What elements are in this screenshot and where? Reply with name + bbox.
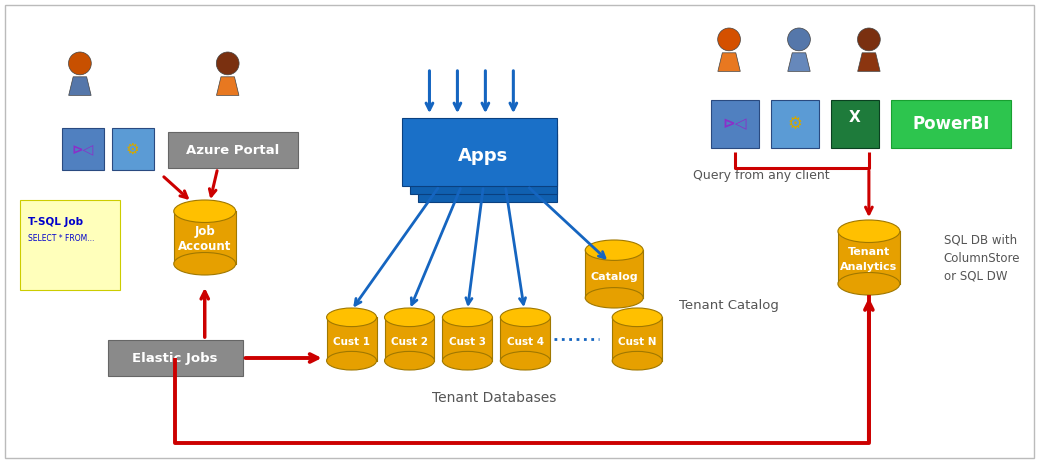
Bar (419, 134, 557, 202)
Text: ⊳◁: ⊳◁ (723, 117, 747, 132)
Ellipse shape (326, 308, 376, 326)
Text: Analytics: Analytics (840, 261, 897, 272)
Ellipse shape (613, 308, 662, 326)
Text: Cust 2: Cust 2 (391, 337, 428, 347)
Text: Cust 4: Cust 4 (506, 337, 544, 347)
Bar (586, 250, 643, 298)
Text: Tenant Catalog: Tenant Catalog (679, 299, 779, 312)
Circle shape (718, 28, 741, 51)
Text: ⊳◁: ⊳◁ (72, 142, 94, 156)
Text: Account: Account (178, 240, 231, 253)
Text: ⚙: ⚙ (788, 115, 802, 133)
Bar (326, 317, 376, 361)
Bar (111, 128, 154, 170)
Text: or SQL DW: or SQL DW (944, 270, 1008, 283)
Bar (500, 317, 550, 361)
Text: Elastic Jobs: Elastic Jobs (132, 352, 218, 365)
Bar (411, 126, 557, 194)
Ellipse shape (586, 287, 643, 308)
Bar (443, 317, 493, 361)
Bar (838, 231, 900, 284)
Ellipse shape (500, 308, 550, 326)
Ellipse shape (174, 200, 235, 222)
Circle shape (858, 28, 880, 51)
Text: SELECT * FROM...: SELECT * FROM... (28, 233, 95, 243)
Text: X: X (849, 109, 861, 125)
Text: Azure Portal: Azure Portal (187, 144, 279, 157)
Text: Job: Job (195, 225, 215, 238)
Bar (61, 128, 104, 170)
Bar (402, 118, 557, 186)
Text: PowerBI: PowerBI (912, 115, 990, 133)
Text: Catalog: Catalog (591, 272, 638, 282)
Bar (384, 317, 435, 361)
Ellipse shape (586, 240, 643, 260)
Ellipse shape (443, 308, 493, 326)
Text: T-SQL Job: T-SQL Job (28, 217, 83, 227)
Text: Tenant: Tenant (848, 246, 890, 257)
Text: Cust 1: Cust 1 (333, 337, 370, 347)
Text: SQL DB with: SQL DB with (944, 233, 1017, 246)
Bar (830, 100, 878, 148)
Polygon shape (217, 77, 239, 95)
Ellipse shape (613, 352, 662, 370)
Ellipse shape (174, 252, 235, 275)
Polygon shape (858, 53, 880, 72)
Ellipse shape (384, 308, 435, 326)
Circle shape (217, 52, 239, 75)
Text: Apps: Apps (458, 147, 508, 165)
Bar (168, 132, 298, 168)
Bar (20, 200, 120, 290)
Circle shape (69, 52, 92, 75)
Polygon shape (69, 77, 91, 95)
Ellipse shape (326, 352, 376, 370)
Text: ⚙: ⚙ (126, 141, 140, 157)
Bar (891, 100, 1011, 148)
Polygon shape (788, 53, 811, 72)
Bar (771, 100, 819, 148)
Bar (174, 211, 235, 264)
Text: ColumnStore: ColumnStore (944, 252, 1020, 265)
Bar (613, 317, 662, 361)
Bar (711, 100, 759, 148)
Ellipse shape (838, 272, 900, 295)
Ellipse shape (384, 352, 435, 370)
Text: Cust N: Cust N (618, 337, 656, 347)
Ellipse shape (500, 352, 550, 370)
Text: Query from any client: Query from any client (693, 168, 829, 181)
Ellipse shape (443, 352, 493, 370)
Polygon shape (718, 53, 740, 72)
Circle shape (788, 28, 811, 51)
Bar (108, 340, 243, 376)
Text: Tenant Databases: Tenant Databases (432, 391, 556, 405)
Text: Cust 3: Cust 3 (449, 337, 486, 347)
Ellipse shape (838, 220, 900, 243)
